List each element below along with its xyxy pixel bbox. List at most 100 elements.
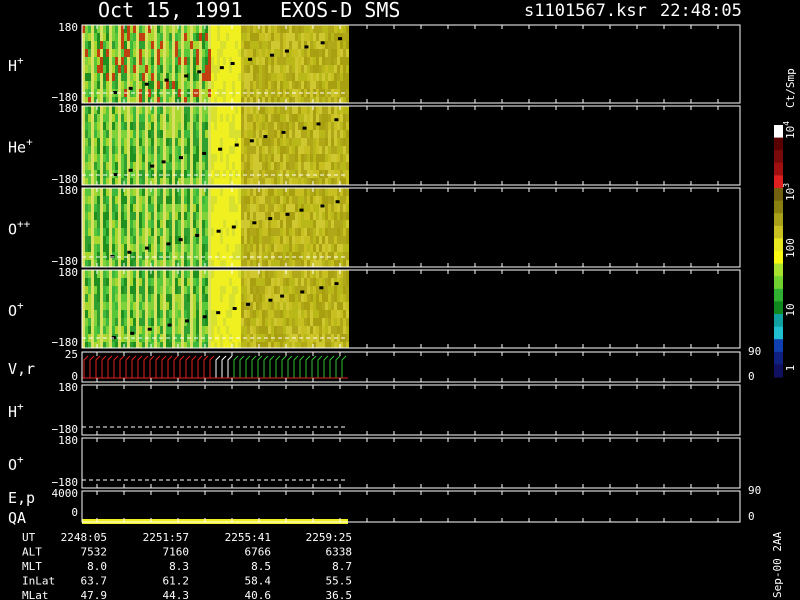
spectrogram-cell: [304, 212, 307, 220]
spectrogram-cell: [208, 342, 211, 348]
spectrogram-cell: [142, 204, 145, 212]
spectrogram-cell: [244, 178, 247, 185]
spectrogram-cell: [304, 278, 307, 286]
spectrogram-cell: [163, 130, 166, 138]
spectrogram-cell: [268, 302, 271, 310]
spectrogram-cell: [184, 188, 187, 196]
spectrogram-cell: [88, 122, 91, 130]
spectrogram-cell: [235, 33, 238, 41]
spectrogram-cell: [157, 228, 160, 236]
spectrogram-cell: [220, 310, 223, 318]
spectrogram-cell: [331, 318, 334, 326]
spectrogram-cell: [334, 326, 337, 334]
spectrogram-cell: [238, 318, 241, 326]
spectrogram-cell: [178, 97, 181, 103]
spectrogram-cell: [274, 260, 277, 267]
spectrogram-cell: [325, 334, 328, 342]
spectrogram-cell: [265, 114, 268, 122]
spectrogram-cell: [238, 130, 241, 138]
panel-label: O+: [8, 453, 24, 474]
tick-label: 0: [71, 506, 78, 519]
spectrogram-cell: [184, 244, 187, 252]
spectrogram-cell: [148, 146, 151, 154]
spectrogram-cell: [178, 122, 181, 130]
spectrogram-cell: [289, 97, 292, 103]
spectrogram-cell: [289, 114, 292, 122]
spectrogram-cell: [97, 244, 100, 252]
spectrogram-cell: [319, 73, 322, 81]
spectrogram-cell: [256, 25, 259, 33]
spectrogram-cell: [169, 204, 172, 212]
spectrogram-cell: [232, 188, 235, 196]
spectrogram-cell: [271, 204, 274, 212]
spectrogram-cell: [220, 97, 223, 103]
spectrogram-cell: [148, 204, 151, 212]
spectrogram-cell: [259, 138, 262, 146]
data-dot: [246, 302, 251, 306]
spectrogram-cell: [136, 89, 139, 97]
spectrogram-cell: [343, 106, 346, 114]
spectrogram-cell: [181, 81, 184, 89]
spectrogram-cell: [133, 204, 136, 212]
spectrogram-cell: [223, 170, 226, 178]
spectrogram-cell: [235, 41, 238, 49]
spectrogram-cell: [334, 270, 337, 278]
spectrogram-cell: [154, 196, 157, 204]
spectrogram-cell: [340, 170, 343, 178]
spectrogram-cell: [316, 154, 319, 162]
spectrogram-cell: [280, 73, 283, 81]
spectrogram-cell: [115, 196, 118, 204]
spectrogram-cell: [274, 278, 277, 286]
spectrogram-cell: [253, 33, 256, 41]
spectrogram-cell: [307, 326, 310, 334]
spectrogram-cell: [136, 270, 139, 278]
spectrogram-cell: [109, 41, 112, 49]
spectrogram-cell: [295, 220, 298, 228]
spectrogram-cell: [247, 252, 250, 260]
spectrogram-cell: [100, 196, 103, 204]
spectrogram-cell: [235, 73, 238, 81]
spectrogram-cell: [328, 228, 331, 236]
data-dot: [197, 70, 202, 74]
spectrogram-cell: [112, 342, 115, 348]
spectrogram-cell: [88, 302, 91, 310]
spectrogram-cell: [244, 57, 247, 65]
spectrogram-cell: [88, 162, 91, 170]
spectrogram-cell: [256, 130, 259, 138]
spectrogram-cell: [169, 106, 172, 114]
spectrogram-cell: [304, 228, 307, 236]
spectrogram-cell: [103, 294, 106, 302]
spectrogram-cell: [133, 162, 136, 170]
spectrogram-cell: [148, 81, 151, 89]
spectrogram-cell: [292, 81, 295, 89]
spectrogram-cell: [238, 154, 241, 162]
spectrogram-cell: [223, 326, 226, 334]
spectrogram-cell: [163, 204, 166, 212]
spectrogram-cell: [112, 33, 115, 41]
spectrogram-cell: [106, 334, 109, 342]
spectrogram-cell: [247, 270, 250, 278]
spectrogram-cell: [178, 41, 181, 49]
spectrogram-cell: [214, 228, 217, 236]
spectrogram-cell: [238, 228, 241, 236]
spectrogram-cell: [217, 252, 220, 260]
spectrogram-cell: [166, 146, 169, 154]
data-dot: [268, 298, 273, 302]
label-text: H: [8, 403, 17, 421]
spectrogram-cell: [292, 318, 295, 326]
spectrogram-cell: [148, 294, 151, 302]
spectrogram-cell: [292, 130, 295, 138]
spectrogram-cell: [283, 188, 286, 196]
spectrogram-cell: [223, 49, 226, 57]
spectrogram-cell: [178, 204, 181, 212]
spectrogram-cell: [169, 278, 172, 286]
spectrogram-cell: [97, 170, 100, 178]
spectrogram-cell: [286, 310, 289, 318]
spectrogram-cell: [244, 162, 247, 170]
spectrogram-cell: [199, 326, 202, 334]
spectrogram-cell: [139, 33, 142, 41]
spectrogram-cell: [241, 81, 244, 89]
spectrogram-cell: [238, 260, 241, 267]
spectrogram-cell: [271, 25, 274, 33]
spectrogram-cell: [220, 178, 223, 185]
